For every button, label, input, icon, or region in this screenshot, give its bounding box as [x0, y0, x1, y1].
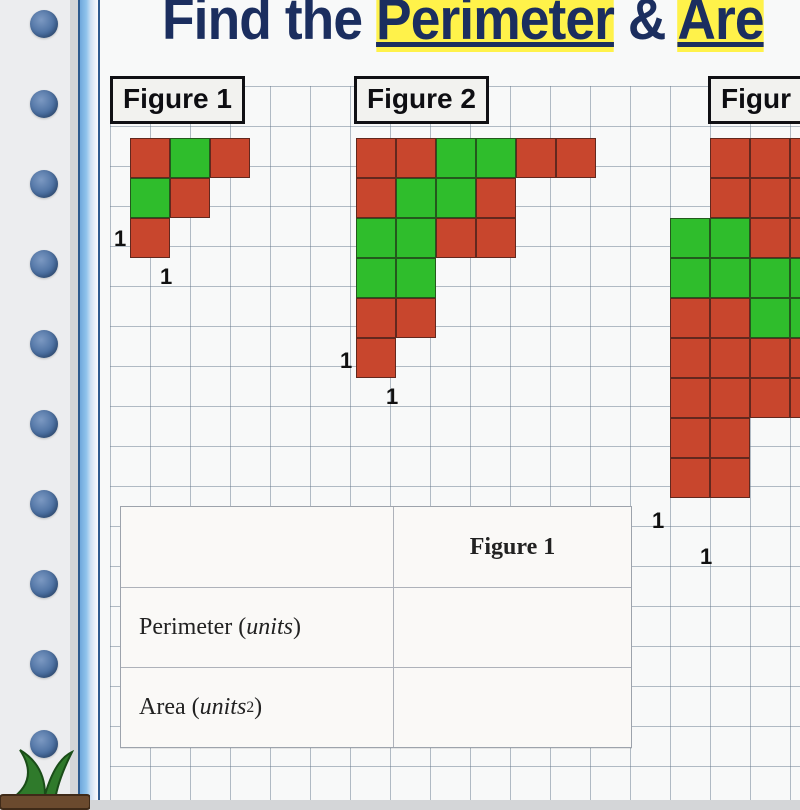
grid-cell — [356, 338, 396, 378]
grid-cell — [790, 378, 800, 418]
title-highlight-1: Perimeter — [376, 0, 614, 52]
grid-cell — [396, 258, 436, 298]
grid-cell — [356, 298, 396, 338]
figure-badge: Figure 2 — [354, 76, 489, 124]
area-label: Area (units2) — [121, 668, 394, 747]
grid-cell — [750, 178, 790, 218]
unit-label: 1 — [652, 508, 664, 534]
unit-label: 1 — [386, 384, 398, 410]
page-left-border — [78, 0, 100, 800]
perimeter-value[interactable] — [394, 588, 631, 667]
grid-cell — [790, 218, 800, 258]
title-prefix: Find the — [162, 0, 376, 52]
grid-cell — [356, 178, 396, 218]
grid-cell — [516, 138, 556, 178]
area-value[interactable] — [394, 668, 631, 747]
grid-cell — [710, 458, 750, 498]
binding-hole — [30, 330, 58, 358]
grid-cell — [130, 138, 170, 178]
grid-cell — [710, 378, 750, 418]
answer-table-header-row: Figure 1 — [121, 507, 631, 587]
grid-cell — [436, 218, 476, 258]
grid-cell — [476, 218, 516, 258]
grid-cell — [356, 218, 396, 258]
grid-cell — [170, 178, 210, 218]
grid-cell — [750, 258, 790, 298]
grid-cell — [750, 298, 790, 338]
grid-cell — [476, 138, 516, 178]
page-title: Find the Perimeter & Are — [162, 0, 764, 53]
binding-hole — [30, 410, 58, 438]
perimeter-label: Perimeter (units) — [121, 588, 394, 667]
figure-badge: Figure 1 — [110, 76, 245, 124]
grid-cell — [210, 138, 250, 178]
grid-cell — [750, 138, 790, 178]
grid-cell — [710, 298, 750, 338]
grid-cell — [710, 138, 750, 178]
grid-cell — [710, 218, 750, 258]
binding-hole — [30, 10, 58, 38]
grid-cell — [710, 258, 750, 298]
grid-cell — [670, 458, 710, 498]
grid-cell — [670, 298, 710, 338]
binding-hole — [30, 90, 58, 118]
grid-cell — [790, 258, 800, 298]
grid-area: Figure 111Figure 211Figur11 Figure 1 Per… — [110, 86, 800, 800]
grid-cell — [356, 138, 396, 178]
grid-cell — [476, 178, 516, 218]
unit-label: 1 — [114, 226, 126, 252]
grid-cell — [356, 258, 396, 298]
grid-cell — [750, 338, 790, 378]
grid-cell — [710, 178, 750, 218]
answer-table-header-empty — [121, 507, 394, 587]
answer-table-header-figure: Figure 1 — [394, 507, 631, 587]
grid-cell — [396, 298, 436, 338]
grid-cell — [396, 178, 436, 218]
spiral-binding — [0, 0, 70, 800]
grid-cell — [396, 218, 436, 258]
grid-cell — [790, 178, 800, 218]
grid-cell — [790, 338, 800, 378]
binding-hole — [30, 490, 58, 518]
grid-cell — [670, 418, 710, 458]
grid-cell — [436, 178, 476, 218]
answer-table: Figure 1 Perimeter (units) Area (units2) — [120, 506, 632, 748]
answer-table-area-row: Area (units2) — [121, 667, 631, 747]
grid-cell — [556, 138, 596, 178]
grid-cell — [790, 138, 800, 178]
binding-hole — [30, 170, 58, 198]
grid-cell — [170, 138, 210, 178]
title-highlight-2: Are — [677, 0, 763, 52]
binding-hole — [30, 250, 58, 278]
unit-label: 1 — [340, 348, 352, 374]
grid-cell — [670, 218, 710, 258]
grid-cell — [750, 218, 790, 258]
grid-cell — [130, 178, 170, 218]
binding-hole — [30, 650, 58, 678]
grid-cell — [670, 258, 710, 298]
figure-badge: Figur — [708, 76, 800, 124]
grid-cell — [396, 138, 436, 178]
grid-cell — [130, 218, 170, 258]
unit-label: 1 — [700, 544, 712, 570]
grid-cell — [670, 378, 710, 418]
answer-table-perimeter-row: Perimeter (units) — [121, 587, 631, 667]
grid-cell — [670, 338, 710, 378]
worksheet-page: Find the Perimeter & Are Figure 1 1 1 Figur… — [100, 0, 800, 800]
grid-cell — [710, 338, 750, 378]
grid-cell — [790, 298, 800, 338]
grid-cell — [710, 418, 750, 458]
title-amp: & — [614, 0, 677, 52]
grid-cell — [750, 378, 790, 418]
unit-label: 1 — [160, 264, 172, 290]
binding-hole — [30, 570, 58, 598]
grid-cell — [436, 138, 476, 178]
